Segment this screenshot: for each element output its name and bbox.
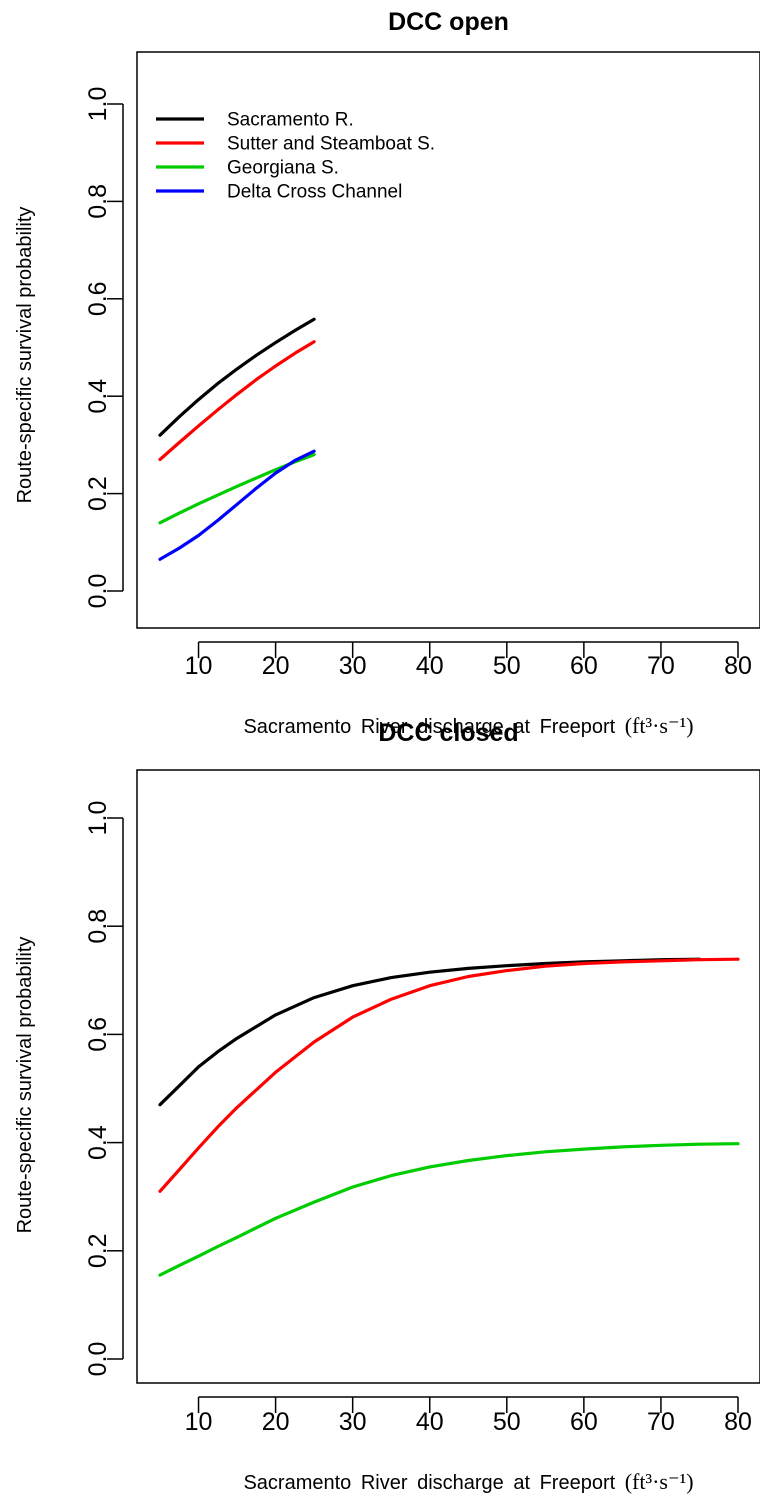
series-line-2 bbox=[158, 340, 316, 462]
y-tick-label: 0.0 bbox=[84, 1342, 112, 1377]
x-tick-label: 40 bbox=[416, 652, 444, 680]
series-line-2 bbox=[158, 957, 740, 1193]
y-tick-label: 0.6 bbox=[84, 1017, 112, 1052]
x-tick-label: 60 bbox=[570, 652, 598, 680]
y-tick-label: 1.0 bbox=[84, 801, 112, 836]
legend-label: Sacramento R. bbox=[227, 110, 354, 131]
x-tick-label: 40 bbox=[416, 1408, 444, 1436]
x-tick-label: 80 bbox=[724, 1408, 752, 1436]
chart-panel-2: DCC closed 0.0 0.2 0.4 0.6 0.8 1.0 10 20 30 40 50 60… bbox=[14, 719, 760, 1494]
y-tick-label: 0.6 bbox=[84, 281, 112, 316]
x-tick-label: 60 bbox=[570, 1408, 598, 1436]
y-axis-label: Route-specific survival probability bbox=[14, 207, 36, 504]
legend-label: Georgiana S. bbox=[227, 158, 339, 179]
y-tick-label: 0.4 bbox=[84, 379, 112, 414]
x-axis-label-unit: (ft³·s⁻¹) bbox=[625, 1469, 694, 1494]
series-line-4 bbox=[158, 449, 316, 561]
x-tick-label: 30 bbox=[339, 652, 367, 680]
x-axis-label-text: Sacramento River discharge at Freeport bbox=[243, 716, 624, 738]
y-tick-label: 0.2 bbox=[84, 1233, 112, 1268]
x-tick-label: 30 bbox=[339, 1408, 367, 1436]
x-axis-label: Sacramento River discharge at Freeport (… bbox=[243, 1469, 693, 1494]
y-tick-label: 0.8 bbox=[84, 184, 112, 219]
legend: Sacramento R. Sutter and Steamboat S. Geor… bbox=[156, 110, 435, 203]
plot-frame bbox=[136, 51, 760, 629]
x-axis-label-text: Sacramento River discharge at Freeport bbox=[243, 1472, 624, 1494]
x-tick-label: 50 bbox=[493, 1408, 521, 1436]
x-tick-label: 50 bbox=[493, 652, 521, 680]
series-line-3 bbox=[158, 1142, 740, 1277]
legend-label: Delta Cross Channel bbox=[227, 182, 402, 203]
x-tick-label: 10 bbox=[185, 652, 213, 680]
y-axis-label: Route-specific survival probability bbox=[14, 937, 36, 1234]
legend-label: Sutter and Steamboat S. bbox=[227, 134, 435, 155]
x-tick-label: 70 bbox=[647, 1408, 675, 1436]
y-tick-label: 0.2 bbox=[84, 476, 112, 511]
y-tick-label: 0.0 bbox=[84, 574, 112, 609]
series-line-1 bbox=[158, 317, 316, 437]
plot-frame bbox=[136, 769, 760, 1384]
y-tick-label: 1.0 bbox=[84, 87, 112, 122]
y-tick-label: 0.8 bbox=[84, 909, 112, 944]
x-tick-label: 80 bbox=[724, 652, 752, 680]
chart-title: DCC open bbox=[388, 8, 509, 36]
x-tick-label: 10 bbox=[185, 1408, 213, 1436]
y-tick-label: 0.4 bbox=[84, 1125, 112, 1160]
series-line-1 bbox=[158, 957, 702, 1107]
x-axis-label: Sacramento River discharge at Freeport (… bbox=[243, 713, 693, 738]
chart-panel-1: DCC open 0.0 0.2 0.4 0.6 0.8 1.0 10 20 30 40 50 60 70… bbox=[14, 8, 760, 738]
x-axis-label-unit: (ft³·s⁻¹) bbox=[625, 713, 694, 738]
x-tick-label: 70 bbox=[647, 652, 675, 680]
x-tick-label: 20 bbox=[262, 652, 290, 680]
x-tick-label: 20 bbox=[262, 1408, 290, 1436]
chart-title: DCC closed bbox=[378, 719, 518, 747]
